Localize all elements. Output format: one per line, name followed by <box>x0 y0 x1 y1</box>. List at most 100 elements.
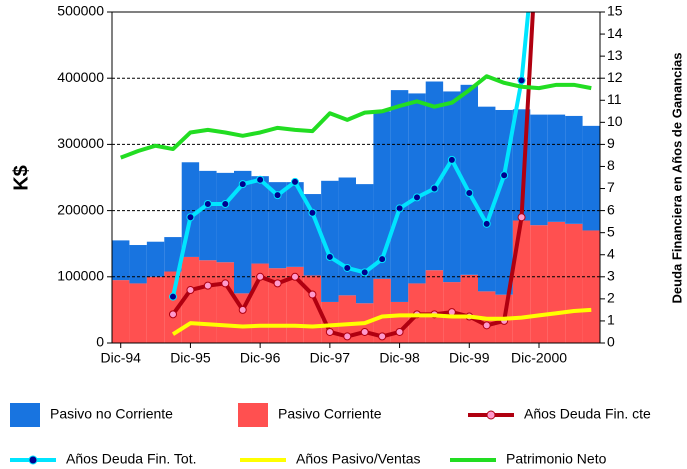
line-marker <box>482 321 491 330</box>
legend-label: Patrimonio Neto <box>506 451 607 467</box>
bar <box>478 106 496 292</box>
bar <box>216 172 234 263</box>
line-marker <box>360 268 369 277</box>
bar <box>216 262 234 343</box>
bar <box>286 182 304 267</box>
line-marker <box>378 332 387 341</box>
bar <box>460 84 478 275</box>
line-marker <box>343 263 352 272</box>
line-marker <box>238 180 247 189</box>
bar <box>425 270 444 343</box>
bar <box>530 114 548 226</box>
line-marker <box>378 255 387 264</box>
line-marker <box>517 213 526 222</box>
x-tick-label: Dic-98 <box>379 350 420 366</box>
bar <box>338 295 356 343</box>
line-marker <box>169 310 177 319</box>
bar <box>129 283 147 343</box>
legend-swatch <box>238 403 268 427</box>
line-marker <box>221 279 230 288</box>
bar <box>164 237 182 272</box>
bar <box>112 240 130 281</box>
y2-tick-label: 2 <box>607 290 615 306</box>
line-marker <box>465 188 474 197</box>
plot-frame <box>111 11 601 344</box>
line-marker <box>238 305 247 314</box>
y2-tick-label: 1 <box>607 312 615 328</box>
y2-tick-label: 15 <box>607 3 623 19</box>
x-tick-label: Dic-97 <box>310 350 351 366</box>
line-marker <box>325 327 334 336</box>
y2-tick-label: 3 <box>607 268 615 284</box>
line-marker <box>430 184 439 193</box>
line <box>171 307 592 336</box>
bar <box>199 260 217 343</box>
y2-tick-label: 8 <box>607 157 615 173</box>
legend-label: Años Pasivo/Ventas <box>296 451 421 467</box>
y-tick-label: 0 <box>96 334 104 350</box>
line-marker <box>500 171 509 180</box>
y2-tick-label: 10 <box>607 113 623 129</box>
line-marker <box>186 213 195 222</box>
line-marker <box>395 204 404 213</box>
bar <box>146 276 165 343</box>
bar <box>199 170 217 261</box>
y-tick-label: 500000 <box>57 3 104 19</box>
line-marker <box>308 208 317 217</box>
line-marker <box>221 199 230 208</box>
line-marker <box>482 219 491 228</box>
y-tick-label: 400000 <box>57 69 104 85</box>
x-tick-label: Dic-95 <box>170 350 211 366</box>
line-marker <box>256 175 265 184</box>
y2-tick-label: 6 <box>607 201 615 217</box>
legend-marker <box>28 455 38 465</box>
legend-swatch <box>10 403 40 427</box>
y2-tick-label: 11 <box>607 91 622 107</box>
y2-tick-label: 9 <box>607 135 615 151</box>
legend-label: Pasivo no Corriente <box>50 406 173 422</box>
line-marker <box>517 76 526 85</box>
bar <box>582 230 600 343</box>
bar <box>268 182 287 269</box>
bar <box>547 114 566 222</box>
bar <box>512 220 531 343</box>
line-marker <box>360 327 369 336</box>
line-marker <box>325 252 334 261</box>
bar <box>356 184 374 304</box>
y2-tick-label: 5 <box>607 223 615 239</box>
bar <box>565 223 583 343</box>
bar <box>112 280 130 343</box>
bar <box>129 245 147 284</box>
line-marker <box>291 177 299 186</box>
bar <box>547 221 566 343</box>
y2-tick-label: 12 <box>607 69 623 85</box>
y-tick-label: 100000 <box>57 268 104 284</box>
line-marker <box>256 272 265 281</box>
y-tick-label: 300000 <box>57 135 104 151</box>
y2-tick-label: 7 <box>607 179 615 195</box>
bar <box>582 125 600 231</box>
y2-tick-label: 4 <box>607 245 615 261</box>
line-marker <box>203 281 212 290</box>
line-marker <box>413 193 421 202</box>
bar <box>425 81 444 271</box>
x-tick-label: Dic-94 <box>100 350 141 366</box>
legend-label: Años Deuda Fin. cte <box>524 406 651 422</box>
line-marker <box>447 155 456 164</box>
legend-marker <box>486 410 496 420</box>
y2-axis-title: Deuda Financiera en Años de Ganancias <box>669 53 684 304</box>
bar <box>390 301 409 343</box>
line-marker <box>169 292 177 301</box>
line-marker <box>186 286 195 295</box>
bar <box>338 177 356 296</box>
bar <box>565 115 583 224</box>
x-tick-label: Dic-2000 <box>511 350 567 366</box>
y2-tick-label: 0 <box>607 334 615 350</box>
y-tick-label: 200000 <box>57 201 104 217</box>
bar <box>303 194 322 276</box>
x-tick-label: Dic-96 <box>240 350 281 366</box>
bar <box>373 278 391 343</box>
bar <box>251 176 269 264</box>
x-tick-label: Dic-99 <box>449 350 490 366</box>
